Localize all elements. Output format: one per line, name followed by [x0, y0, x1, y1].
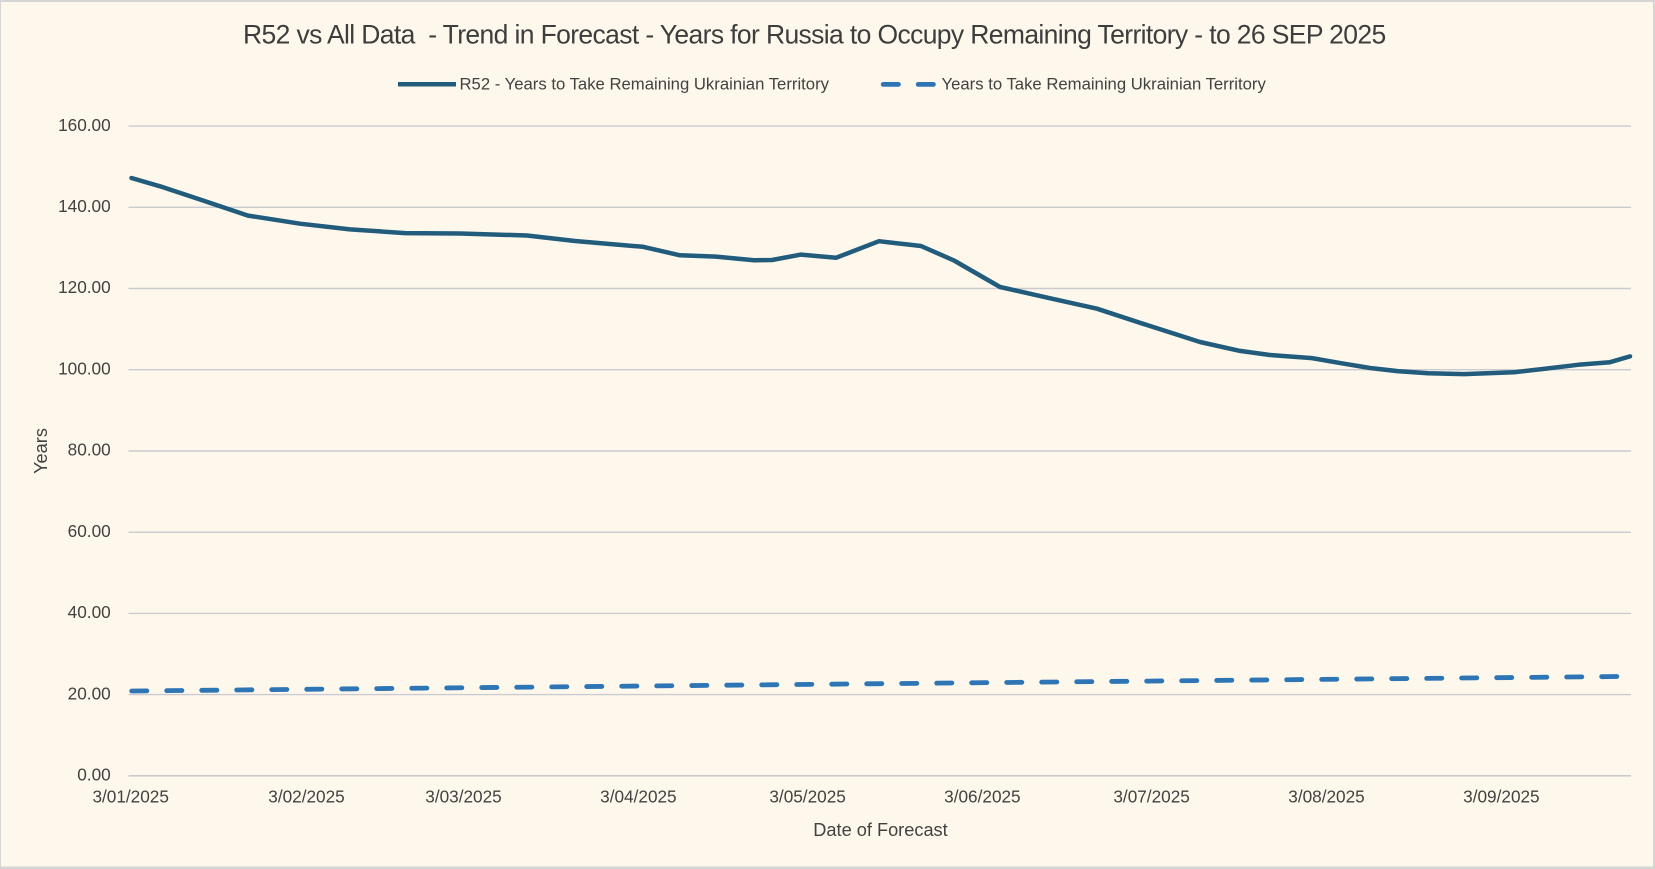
svg-text:120.00: 120.00 [58, 277, 111, 297]
svg-text:R52 vs All Data - Trend in Fo: R52 vs All Data - Trend in Forecast - Ye… [243, 20, 1386, 50]
svg-text:3/05/2025: 3/05/2025 [769, 787, 845, 807]
svg-text:140.00: 140.00 [58, 196, 111, 216]
svg-text:40.00: 40.00 [68, 602, 111, 622]
svg-text:3/08/2025: 3/08/2025 [1288, 787, 1364, 807]
svg-text:3/03/2025: 3/03/2025 [425, 787, 501, 807]
svg-text:3/07/2025: 3/07/2025 [1113, 787, 1189, 807]
svg-text:3/06/2025: 3/06/2025 [944, 787, 1020, 807]
svg-text:60.00: 60.00 [68, 521, 111, 541]
svg-text:0.00: 0.00 [77, 765, 110, 785]
svg-text:Years: Years [31, 428, 51, 474]
svg-text:Years to Take Remaining Ukrain: Years to Take Remaining Ukrainian Territ… [942, 74, 1267, 93]
svg-text:R52 - Years to Take Remaining: R52 - Years to Take Remaining Ukrainian … [460, 74, 830, 93]
svg-text:80.00: 80.00 [68, 440, 111, 460]
svg-text:100.00: 100.00 [58, 358, 111, 378]
svg-text:3/04/2025: 3/04/2025 [600, 787, 676, 807]
svg-text:160.00: 160.00 [58, 115, 111, 135]
svg-text:3/01/2025: 3/01/2025 [92, 787, 168, 807]
svg-text:3/09/2025: 3/09/2025 [1463, 787, 1539, 807]
svg-text:3/02/2025: 3/02/2025 [268, 787, 344, 807]
svg-text:Date of Forecast: Date of Forecast [813, 820, 947, 840]
svg-text:20.00: 20.00 [68, 683, 111, 703]
